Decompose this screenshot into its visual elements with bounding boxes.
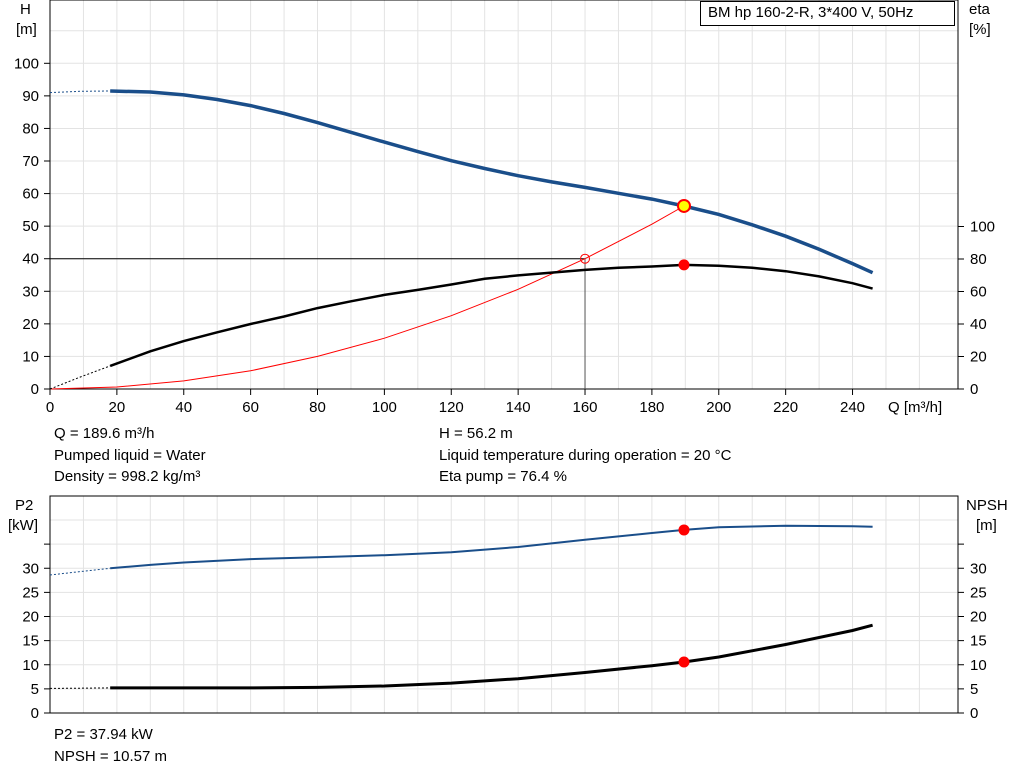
y-left-tick-label: 15 [22, 633, 39, 650]
y-left-tick-label: 60 [22, 186, 39, 203]
power-npsh-chart-panel: 0 5 10 15 20 25 30 P2 [kW] 0 5 10 15 20 25 30 NPSH [m] [8, 495, 1008, 722]
y-left-axis-unit: [m] [16, 21, 37, 38]
plot-frame [49, 495, 959, 714]
y-right-tick-label: 0 [970, 381, 978, 398]
x-tick-label: 180 [639, 399, 664, 416]
x-tick-label: 160 [573, 399, 598, 416]
x-tick-label: 140 [506, 399, 531, 416]
npsh-readout: NPSH = 10.57 m [54, 748, 167, 765]
y-left-tick-label: 40 [22, 251, 39, 268]
x-axis-label: Q [m³/h] [888, 399, 942, 416]
y-right-tick-label: 10 [970, 657, 987, 674]
y-right-tick-label: 5 [970, 681, 978, 698]
duty-point-eta-marker [678, 259, 690, 271]
y-right-tick-label: 60 [970, 284, 987, 301]
y-left-axis-label: H [20, 1, 31, 18]
npsh-curve-extrapolated [49, 687, 111, 689]
x-tick-label: 20 [109, 399, 126, 416]
y-left-tick-label: 70 [22, 153, 39, 170]
head-curve-extrapolated [49, 90, 111, 94]
y-left-tick-label: 0 [31, 381, 39, 398]
y-left-tick-label: 0 [31, 705, 39, 722]
y-left-tick-label: 10 [22, 348, 39, 365]
y-left-tick-label: 30 [22, 283, 39, 300]
y-right-tick-label: 40 [970, 316, 987, 333]
head-curve [110, 89, 874, 275]
y-left-tick-label: 20 [22, 609, 39, 626]
y-right-axis-unit: [m] [976, 517, 997, 534]
y-left-axis-label: P2 [15, 497, 33, 514]
reference-point-marker [580, 253, 591, 264]
y-left-tick-label: 25 [22, 584, 39, 601]
y-left-tick-label: 100 [14, 55, 39, 72]
y-right-tick-label: 15 [970, 633, 987, 650]
y-right-tick-label: 20 [970, 609, 987, 626]
npsh-curve [110, 623, 873, 690]
y-left-tick-label: 80 [22, 120, 39, 137]
y-left-tick-label: 30 [22, 560, 39, 577]
y-right-tick-label: 30 [970, 560, 987, 577]
x-tick-label: 100 [372, 399, 397, 416]
duty-point-head-marker [676, 198, 691, 213]
y-left-tick-label: 90 [22, 88, 39, 105]
y-right-axis-unit: [%] [969, 21, 991, 38]
duty-point-npsh-marker [678, 656, 690, 668]
y-right-tick-label: 100 [970, 219, 995, 236]
y-right-tick-label: 20 [970, 349, 987, 366]
flow-readout: Q = 189.6 m³/h [54, 425, 155, 442]
eta-pump-readout: Eta pump = 76.4 % [439, 468, 567, 485]
pump-model-label: BM hp 160-2-R, 3*400 V, 50Hz [700, 1, 955, 26]
y-right-tick-label: 25 [970, 584, 987, 601]
y-right-tick-label: 80 [970, 251, 987, 268]
p2-curve-extrapolated [49, 567, 111, 576]
density-readout: Density = 998.2 kg/m³ [54, 468, 201, 485]
duty-point-p2-marker [678, 524, 690, 536]
eta-curve-extrapolated [49, 365, 111, 390]
head-readout: H = 56.2 m [439, 425, 513, 442]
y-right-axis-label: NPSH [966, 497, 1008, 514]
p2-readout: P2 = 37.94 kW [54, 726, 153, 743]
y-right-axis-label: eta [969, 1, 991, 18]
x-tick-label: 120 [439, 399, 464, 416]
x-tick-label: 240 [840, 399, 865, 416]
y-right-tick-label: 0 [970, 705, 978, 722]
pumped-liquid-readout: Pumped liquid = Water [54, 447, 206, 464]
y-left-tick-label: 10 [22, 657, 39, 674]
x-tick-label: 0 [46, 399, 54, 416]
y-left-axis-unit: [kW] [8, 517, 38, 534]
performance-chart-panel: 0 20 40 60 80 100 120 140 160 180 200 220 240 Q [m³/h… [14, 0, 995, 416]
x-tick-label: 220 [773, 399, 798, 416]
y-left-tick-label: 20 [22, 316, 39, 333]
liquid-temperature-readout: Liquid temperature during operation = 20… [439, 447, 732, 464]
x-tick-label: 40 [175, 399, 192, 416]
eta-curve [109, 263, 873, 368]
x-tick-label: 80 [309, 399, 326, 416]
system-curve [49, 205, 685, 390]
p2-curve [110, 524, 873, 570]
y-left-tick-label: 5 [31, 681, 39, 698]
y-left-tick-label: 50 [22, 218, 39, 235]
x-tick-label: 200 [706, 399, 731, 416]
x-tick-label: 60 [242, 399, 259, 416]
plot-frame [49, 0, 959, 390]
